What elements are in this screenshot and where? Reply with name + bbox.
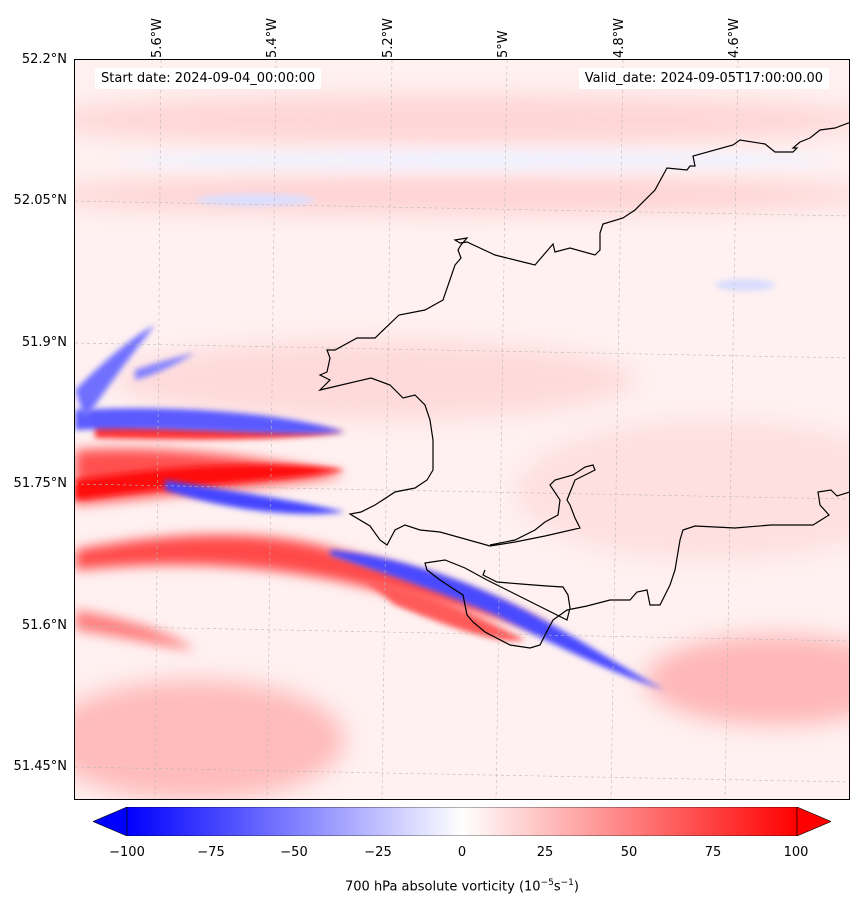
colorbar-tick-0: 0 (457, 845, 467, 860)
colorbar-extend-max (796, 807, 831, 836)
vorticity-field (75, 60, 849, 799)
coastline (318, 122, 849, 649)
lat-label-51.75n: 51.75°N (13, 476, 67, 491)
colorbar-tick-75: 75 (704, 845, 722, 860)
colorbar-tick-25: 25 (536, 845, 554, 860)
colorbar (93, 807, 831, 836)
lat-label-51.9n: 51.9°N (21, 335, 67, 350)
valid-date-label: Valid_date: 2024-09-05T17:00:00.00 (578, 68, 829, 89)
lat-label-51.45n: 51.45°N (13, 759, 67, 774)
colorbar-tick-neg75: −75 (197, 845, 225, 860)
lon-label-5.4w: 5.4°W (265, 17, 280, 58)
colorbar-extend-min (93, 807, 128, 836)
lon-label-5w: 5°W (496, 30, 511, 58)
lat-label-52.2n: 52.2°N (21, 52, 67, 67)
lat-label-52.05n: 52.05°N (13, 193, 67, 208)
vorticity-bands (75, 325, 665, 690)
lon-label-5.6w: 5.6°W (150, 17, 165, 58)
colorbar-label: 700 hPa absolute vorticity (10−5s−1) (345, 878, 579, 895)
colorbar-tick-neg25: −25 (364, 845, 392, 860)
colorbar-tick-neg50: −50 (280, 845, 308, 860)
colorbar-tick-100: 100 (783, 845, 809, 860)
colorbar-tick-neg100: −100 (109, 845, 145, 860)
colorbar-tick-50: 50 (620, 845, 638, 860)
lon-label-4.8w: 4.8°W (612, 17, 627, 58)
start-date-label: Start date: 2024-09-04_00:00:00 (95, 68, 322, 89)
lon-label-4.6w: 4.6°W (727, 17, 742, 58)
lat-label-51.6n: 51.6°N (21, 618, 67, 633)
lon-label-5.2w: 5.2°W (381, 17, 396, 58)
vorticity-map[interactable] (74, 59, 850, 800)
colorbar-scale (126, 807, 798, 836)
